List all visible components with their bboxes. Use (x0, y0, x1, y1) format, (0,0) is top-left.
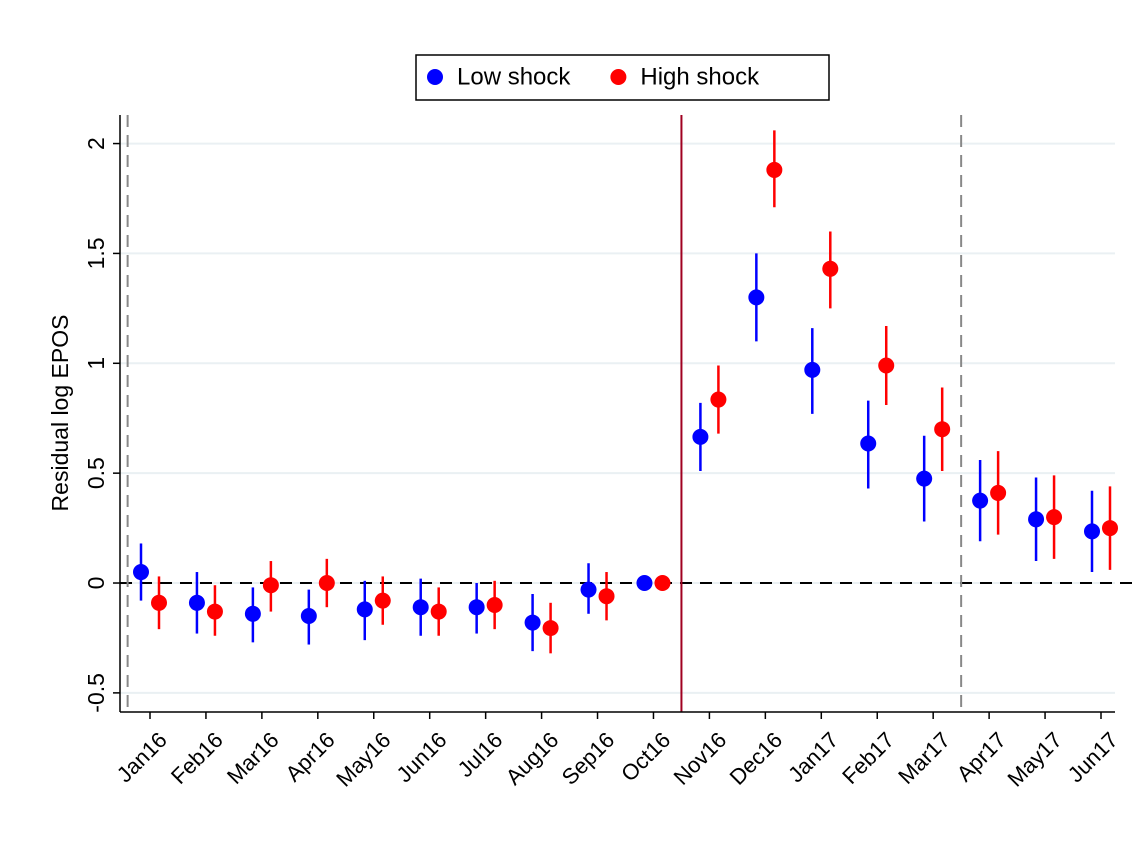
point (972, 492, 989, 509)
point (1046, 509, 1063, 526)
point (244, 605, 261, 622)
point (524, 614, 541, 631)
point (934, 421, 951, 438)
point (878, 357, 895, 374)
point (188, 594, 205, 611)
point (990, 484, 1007, 501)
point (468, 599, 485, 616)
point (542, 620, 559, 637)
point (262, 577, 279, 594)
legend-marker (610, 69, 627, 85)
point (804, 361, 821, 378)
legend-marker (427, 69, 443, 85)
point (356, 601, 373, 618)
legend-label: High shock (640, 63, 760, 90)
point (654, 575, 671, 592)
point (598, 588, 615, 605)
y-axis-title: Residual log EPOS (47, 315, 73, 512)
point (412, 599, 429, 616)
point (766, 161, 783, 178)
point (692, 428, 709, 445)
point (318, 575, 335, 592)
point (151, 594, 167, 611)
point (486, 596, 503, 613)
y-tick-label: 1 (83, 357, 109, 370)
point (1028, 511, 1045, 528)
y-tick-label: -0.5 (83, 673, 109, 713)
point (860, 435, 877, 452)
y-tick-label: 1.5 (83, 237, 109, 269)
point (916, 470, 933, 487)
point (1102, 520, 1118, 537)
point (430, 603, 447, 620)
y-tick-label: 0 (83, 577, 109, 590)
y-tick-label: 0.5 (83, 457, 109, 489)
point (133, 564, 149, 581)
point (636, 575, 653, 592)
y-tick-label: 2 (83, 137, 109, 150)
point (710, 391, 727, 408)
point (580, 581, 597, 598)
point (822, 260, 839, 277)
point (206, 603, 223, 620)
point (1084, 523, 1100, 540)
point (300, 607, 317, 624)
point (374, 592, 391, 609)
legend-label: Low shock (457, 63, 571, 90)
point (748, 289, 765, 306)
